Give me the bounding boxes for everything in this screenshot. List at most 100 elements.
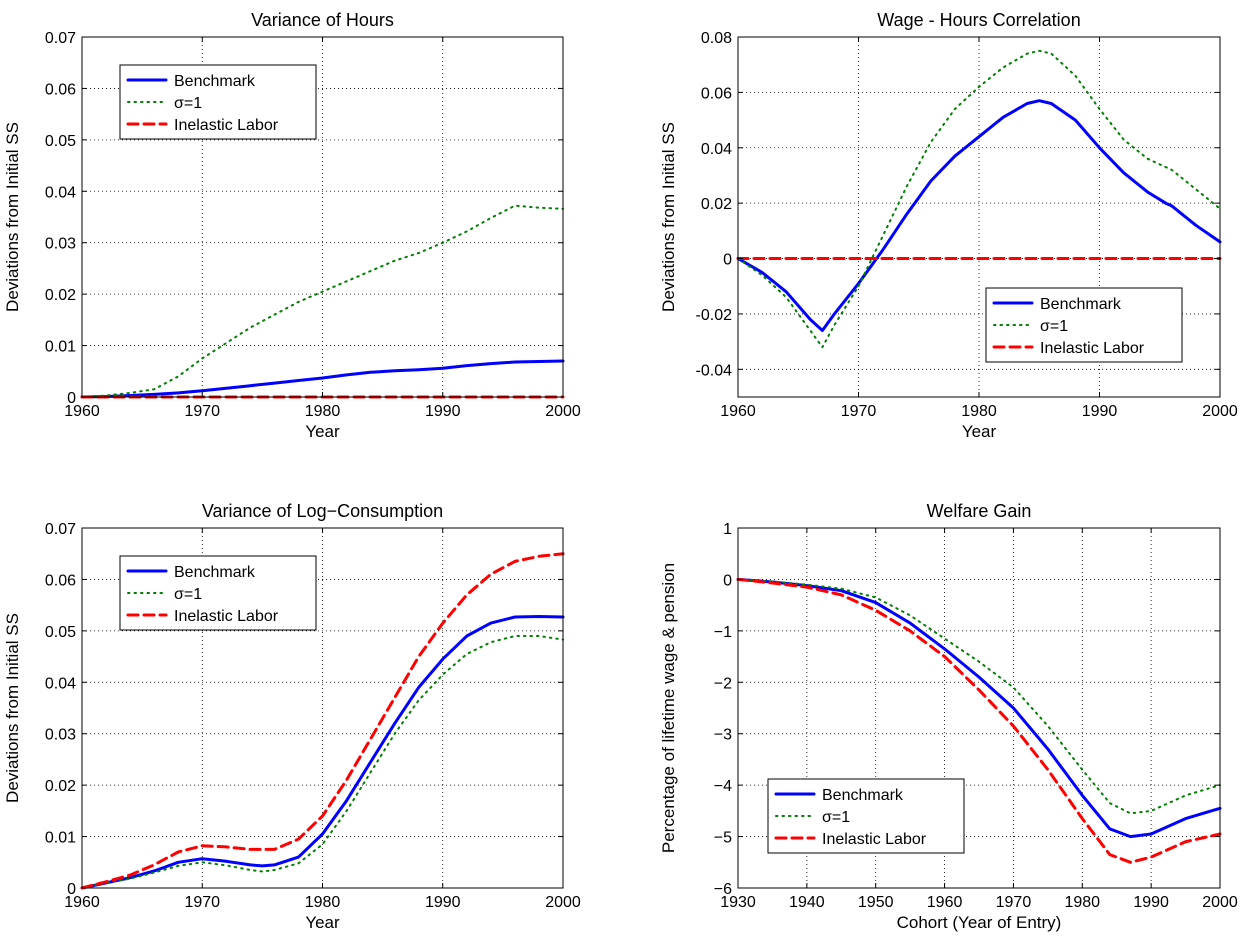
chart-1-ytick-label-1: 0.01 bbox=[45, 339, 76, 356]
chart-3-ytick-label-3: 0.03 bbox=[45, 727, 76, 744]
chart-4-ylabel: Percentage of lifetime wage & pension bbox=[659, 563, 678, 853]
chart-1-legend-label-2: σ=1 bbox=[174, 95, 202, 112]
chart-2-xtick-label-4: 2000 bbox=[1202, 403, 1238, 420]
chart-1-series-2 bbox=[81, 204, 564, 398]
chart-1-legend-label-1: Benchmark bbox=[174, 73, 256, 90]
chart-4-legend-box bbox=[767, 778, 965, 854]
chart-2-ytick-label-5: 0.06 bbox=[701, 85, 732, 102]
chart-4-ytick-label-3: −3 bbox=[714, 727, 732, 744]
chart-2-ytick-label-1: -0.02 bbox=[696, 307, 733, 324]
chart-2-ytick-label-4: 0.04 bbox=[701, 141, 732, 158]
chart-2-xtick-label-3: 1990 bbox=[1082, 403, 1118, 420]
chart-4-legend: Benchmark σ=1 Inelastic Labor bbox=[767, 778, 965, 854]
chart-4-xtick-label-5: 1980 bbox=[1064, 894, 1100, 911]
chart-2-title: Wage - Hours Correlation bbox=[877, 10, 1080, 30]
chart-3: 1960 1970 1980 1990 2000 0 0.01 0.02 0.03 0.04 0.0… bbox=[3, 501, 581, 932]
chart-2-legend-box bbox=[985, 287, 1183, 363]
chart-3-xtick-label-1: 1970 bbox=[184, 894, 220, 911]
chart-2-legend-label-2: σ=1 bbox=[1040, 318, 1068, 335]
chart-2-ytick-label-2: 0 bbox=[723, 252, 732, 269]
chart-4-xtick-label-6: 1990 bbox=[1133, 894, 1169, 911]
chart-3-xlabel: Year bbox=[305, 913, 340, 932]
chart-3-xtick-label-3: 1990 bbox=[425, 894, 461, 911]
chart-3-title: Variance of Log−Consumption bbox=[202, 501, 443, 521]
chart-4-xtick-label-4: 1970 bbox=[996, 894, 1032, 911]
chart-3-ytick-label-2: 0.02 bbox=[45, 778, 76, 795]
chart-1-title: Variance of Hours bbox=[251, 10, 394, 30]
chart-2-xlabel: Year bbox=[962, 422, 997, 441]
chart-3-series-3 bbox=[80, 552, 565, 890]
chart-2-legend: Benchmark σ=1 Inelastic Labor bbox=[985, 287, 1183, 363]
chart-4-ytick-label-5: −1 bbox=[714, 624, 732, 641]
chart-1-ytick-label-3: 0.03 bbox=[45, 236, 76, 253]
chart-3-ytick-label-0: 0 bbox=[67, 881, 76, 898]
chart-1-xtick-label-2: 1980 bbox=[305, 403, 341, 420]
chart-2-series-2 bbox=[737, 49, 1221, 349]
chart-4-series-3 bbox=[736, 577, 1222, 864]
chart-3-ytick-label-7: 0.07 bbox=[45, 521, 76, 538]
chart-1: 1960 1970 1980 1990 2000 0 0.01 0.02 0.03 0.04 0.0… bbox=[3, 10, 581, 441]
chart-4-legend-label-1: Benchmark bbox=[822, 787, 904, 804]
chart-3-xtick-label-2: 1980 bbox=[305, 894, 341, 911]
chart-1-xtick-label-1: 1970 bbox=[184, 403, 220, 420]
chart-2-legend-label-1: Benchmark bbox=[1040, 296, 1122, 313]
chart-2-ytick-label-3: 0.02 bbox=[701, 196, 732, 213]
chart-2-legend-label-3: Inelastic Labor bbox=[1040, 340, 1145, 357]
chart-4-ytick-label-0: −6 bbox=[714, 881, 732, 898]
chart-3-ytick-label-5: 0.05 bbox=[45, 624, 76, 641]
chart-1-xtick-label-0: 1960 bbox=[64, 403, 100, 420]
chart-1-ytick-label-7: 0.07 bbox=[45, 30, 76, 47]
chart-1-ytick-label-0: 0 bbox=[67, 390, 76, 407]
chart-3-series-2 bbox=[81, 635, 564, 889]
chart-1-legend-label-3: Inelastic Labor bbox=[174, 117, 279, 134]
chart-2-series-1 bbox=[736, 99, 1222, 332]
chart-2-ylabel: Deviations from Initial SS bbox=[659, 122, 678, 312]
chart-3-ytick-label-1: 0.01 bbox=[45, 830, 76, 847]
chart-4-xtick-label-1: 1940 bbox=[789, 894, 825, 911]
chart-2-ytick-label-0: -0.04 bbox=[696, 362, 733, 379]
chart-3-legend-label-2: σ=1 bbox=[174, 586, 202, 603]
chart-4-xtick-label-2: 1950 bbox=[858, 894, 894, 911]
chart-4-xtick-label-0: 1930 bbox=[720, 894, 756, 911]
chart-3-ytick-label-6: 0.06 bbox=[45, 572, 76, 589]
chart-4-series-2 bbox=[737, 578, 1221, 815]
chart-3-xtick-label-4: 2000 bbox=[545, 894, 581, 911]
chart-3-series-1 bbox=[80, 615, 565, 890]
chart-1-xlabel: Year bbox=[305, 422, 340, 441]
chart-4-ytick-label-7: 1 bbox=[723, 521, 732, 538]
chart-4-ytick-label-2: −4 bbox=[714, 778, 732, 795]
chart-4-legend-label-3: Inelastic Labor bbox=[822, 831, 927, 848]
chart-4-legend-label-2: σ=1 bbox=[822, 809, 850, 826]
chart-2-xtick-label-2: 1980 bbox=[961, 403, 997, 420]
chart-4-xlabel: Cohort (Year of Entry) bbox=[897, 913, 1062, 932]
chart-4-xtick-label-3: 1960 bbox=[927, 894, 963, 911]
chart-4-ytick-label-6: 0 bbox=[723, 572, 732, 589]
chart-1-ylabel: Deviations from Initial SS bbox=[3, 122, 22, 312]
chart-3-ytick-label-4: 0.04 bbox=[45, 675, 76, 692]
chart-1-series-1 bbox=[80, 359, 565, 399]
chart-1-legend: Benchmark σ=1 Inelastic Labor bbox=[119, 64, 317, 140]
chart-4-xtick-label-7: 2000 bbox=[1202, 894, 1238, 911]
chart-2-xtick-label-0: 1960 bbox=[720, 403, 756, 420]
chart-2-xtick-label-1: 1970 bbox=[841, 403, 877, 420]
chart-4-series-1 bbox=[736, 577, 1222, 839]
chart-4-ytick-label-1: −5 bbox=[714, 830, 732, 847]
chart-1-ytick-label-4: 0.04 bbox=[45, 184, 76, 201]
chart-1-ytick-label-5: 0.05 bbox=[45, 133, 76, 150]
chart-3-legend-label-3: Inelastic Labor bbox=[174, 608, 279, 625]
chart-4-axes-box bbox=[737, 527, 1221, 889]
chart-2: 1960 1970 1980 1990 2000 -0.04 -0.02 0 0.02 0.04 0… bbox=[659, 10, 1238, 441]
chart-3-legend-label-1: Benchmark bbox=[174, 564, 256, 581]
chart-3-ylabel: Deviations from Initial SS bbox=[3, 613, 22, 803]
chart-4-ytick-label-4: −2 bbox=[714, 675, 732, 692]
chart-1-legend-box bbox=[119, 64, 317, 140]
chart-1-ytick-label-2: 0.02 bbox=[45, 287, 76, 304]
chart-2-ytick-label-6: 0.08 bbox=[701, 30, 732, 47]
chart-4-title: Welfare Gain bbox=[927, 501, 1032, 521]
chart-1-xtick-label-3: 1990 bbox=[425, 403, 461, 420]
chart-1-ytick-label-6: 0.06 bbox=[45, 81, 76, 98]
chart-4: 1930 1940 1950 1960 1970 1980 1990 2000 −6 −5 −4 −3… bbox=[659, 501, 1238, 932]
chart-3-xtick-label-0: 1960 bbox=[64, 894, 100, 911]
chart-3-legend-box bbox=[119, 555, 317, 631]
